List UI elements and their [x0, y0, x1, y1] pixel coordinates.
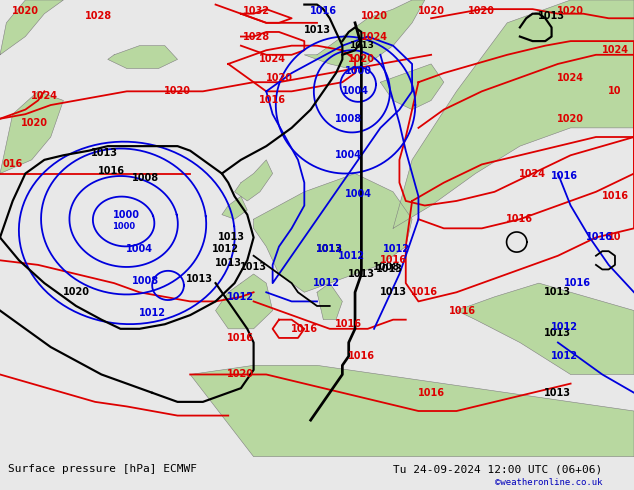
Text: 10: 10	[608, 232, 622, 243]
Polygon shape	[190, 366, 634, 457]
Text: 1004: 1004	[345, 189, 372, 199]
Polygon shape	[380, 64, 444, 110]
Text: 1016: 1016	[551, 171, 578, 181]
Text: 1016: 1016	[564, 278, 590, 288]
Text: 1000: 1000	[345, 66, 372, 76]
Text: 1016: 1016	[291, 324, 318, 334]
Text: 1016: 1016	[259, 96, 286, 105]
Text: 1013: 1013	[545, 328, 571, 339]
Text: 1024: 1024	[519, 169, 546, 178]
Text: 1020: 1020	[469, 6, 495, 17]
Text: 1013: 1013	[349, 41, 374, 50]
Text: 1012: 1012	[383, 244, 410, 254]
Text: 1020: 1020	[63, 287, 89, 297]
Text: 1016: 1016	[602, 192, 628, 201]
Text: 1016: 1016	[310, 6, 337, 17]
Polygon shape	[317, 283, 342, 319]
Text: 10: 10	[608, 86, 622, 97]
Text: 1024: 1024	[361, 31, 387, 42]
Text: 016: 016	[3, 159, 23, 170]
Text: 1020: 1020	[164, 86, 191, 97]
Polygon shape	[254, 173, 412, 292]
Text: 1016: 1016	[380, 255, 406, 265]
Text: Surface pressure [hPa] ECMWF: Surface pressure [hPa] ECMWF	[8, 465, 197, 474]
Text: 1024: 1024	[557, 73, 584, 83]
Polygon shape	[0, 91, 63, 173]
Text: 1012: 1012	[228, 292, 254, 302]
Text: 1016: 1016	[228, 333, 254, 343]
Text: 1008: 1008	[335, 114, 362, 124]
Text: 1008: 1008	[133, 173, 159, 183]
Text: 1013: 1013	[186, 273, 213, 284]
Text: 1032: 1032	[243, 6, 270, 17]
Text: 1012: 1012	[551, 321, 578, 332]
Text: 1004: 1004	[335, 150, 362, 160]
Text: 1008: 1008	[373, 262, 400, 272]
Text: Tu 24-09-2024 12:00 UTC (06+06): Tu 24-09-2024 12:00 UTC (06+06)	[393, 465, 602, 474]
Text: 1020: 1020	[22, 118, 48, 128]
Polygon shape	[304, 0, 425, 69]
Text: 1012: 1012	[139, 308, 165, 318]
Text: 1008: 1008	[133, 276, 159, 286]
Polygon shape	[235, 160, 273, 201]
Text: 1028: 1028	[243, 31, 270, 42]
Text: 1012: 1012	[339, 251, 365, 261]
Polygon shape	[222, 196, 247, 219]
Text: 1013: 1013	[218, 232, 245, 243]
Text: 1020: 1020	[228, 369, 254, 379]
Text: 1020: 1020	[348, 54, 375, 64]
Text: 1012: 1012	[212, 244, 238, 254]
Text: 1016: 1016	[98, 166, 124, 176]
Text: 1024: 1024	[259, 54, 286, 64]
Text: 1013: 1013	[304, 24, 330, 35]
Text: 1012: 1012	[551, 351, 578, 361]
Text: 1016: 1016	[507, 214, 533, 224]
Text: 1012: 1012	[316, 244, 343, 254]
Text: 1016: 1016	[450, 306, 476, 316]
Text: 1013: 1013	[545, 287, 571, 297]
Text: 1016: 1016	[411, 287, 438, 297]
Text: 1013: 1013	[348, 269, 375, 279]
Text: 1000: 1000	[113, 210, 140, 220]
Text: 1016: 1016	[335, 319, 362, 329]
Text: 1000: 1000	[112, 221, 135, 231]
Text: 1013: 1013	[380, 287, 406, 297]
Text: 1020: 1020	[557, 114, 584, 124]
Polygon shape	[108, 46, 178, 69]
Polygon shape	[456, 283, 634, 374]
Text: 1013: 1013	[240, 262, 267, 272]
Text: 1016: 1016	[348, 351, 375, 361]
Text: 1016: 1016	[418, 388, 444, 398]
Polygon shape	[216, 274, 273, 329]
Text: 1004: 1004	[342, 86, 368, 97]
Text: 1020: 1020	[418, 6, 444, 17]
Text: 1020: 1020	[361, 11, 387, 21]
Polygon shape	[393, 0, 634, 228]
Text: 1024: 1024	[31, 91, 58, 101]
Text: 1016: 1016	[586, 232, 612, 243]
Text: 1013: 1013	[316, 244, 343, 254]
Text: 1013: 1013	[545, 388, 571, 398]
Text: 1013: 1013	[91, 148, 118, 158]
Text: 1028: 1028	[85, 11, 112, 21]
Text: ©weatheronline.co.uk: ©weatheronline.co.uk	[495, 478, 602, 488]
Text: 1020: 1020	[557, 6, 584, 17]
Text: 1020: 1020	[12, 6, 39, 17]
Text: 1012: 1012	[313, 278, 340, 288]
Text: 1020: 1020	[266, 73, 292, 83]
Text: 1024: 1024	[602, 45, 628, 55]
Polygon shape	[0, 0, 63, 55]
Text: 1004: 1004	[126, 244, 153, 254]
Text: 1013: 1013	[377, 265, 403, 274]
Text: 1013: 1013	[215, 258, 242, 268]
Text: 1013: 1013	[538, 11, 565, 21]
